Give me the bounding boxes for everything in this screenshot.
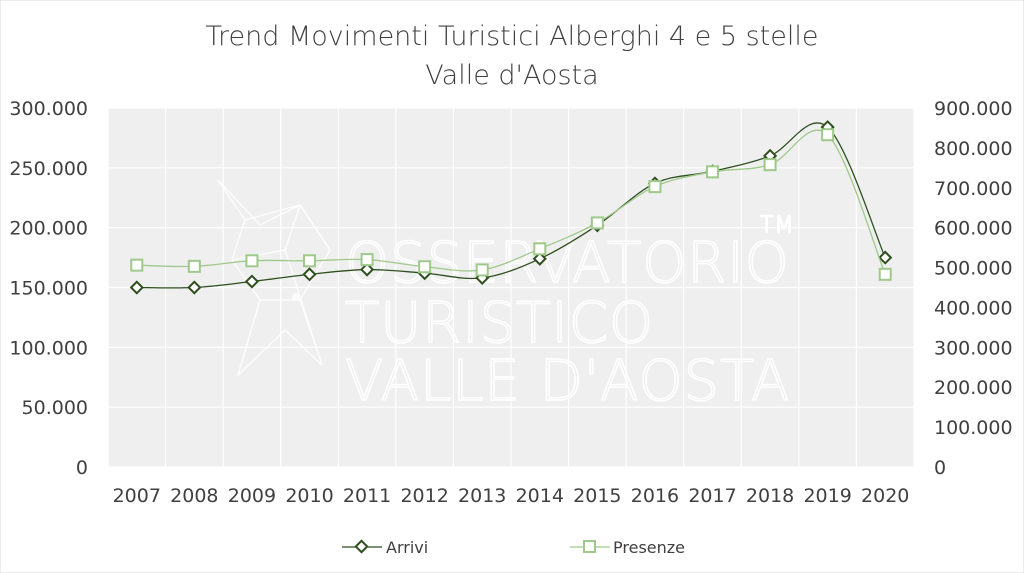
legend-item-arrivi: Arrivi — [342, 538, 428, 557]
x-tick-label: 2009 — [228, 485, 276, 507]
y-right-tick-label: 200.000 — [934, 377, 1013, 399]
x-tick-label: 2011 — [343, 485, 391, 507]
x-tick-label: 2019 — [803, 485, 851, 507]
y-right-tick-label: 900.000 — [934, 98, 1013, 120]
y-axis-right: 0 100.000 200.000 300.000 400.000 500.000 600.… — [934, 98, 1013, 479]
x-tick-label: 2020 — [861, 485, 909, 507]
y-left-tick-label: 100.000 — [9, 337, 88, 359]
y-right-tick-label: 800.000 — [934, 138, 1013, 160]
x-tick-label: 2016 — [631, 485, 679, 507]
x-tick-label: 2017 — [688, 485, 736, 507]
data-point-presenze — [821, 128, 835, 142]
y-right-tick-label: 700.000 — [934, 178, 1013, 200]
x-tick-label: 2012 — [400, 485, 448, 507]
x-tick-label: 2013 — [458, 485, 506, 507]
y-left-tick-label: 300.000 — [9, 98, 88, 120]
data-point-presenze — [533, 242, 547, 256]
legend-marker-presenze — [583, 540, 596, 553]
legend-item-presenze: Presenze — [570, 538, 685, 557]
x-tick-label: 2008 — [170, 485, 218, 507]
data-point-presenze — [763, 158, 777, 172]
watermark-logo — [217, 179, 331, 378]
data-point-arrivi — [360, 262, 375, 277]
data-point-presenze — [360, 253, 374, 267]
x-tick-label: 2014 — [516, 485, 564, 507]
data-point-arrivi — [878, 250, 893, 265]
y-right-tick-label: 600.000 — [934, 218, 1013, 240]
chart-title: Trend Movimenti Turistici Alberghi 4 e 5… — [206, 21, 819, 52]
data-point-presenze — [187, 259, 201, 273]
y-right-tick-label: 500.000 — [934, 258, 1013, 280]
data-point-arrivi — [129, 280, 144, 295]
y-left-tick-label: 150.000 — [9, 278, 88, 300]
data-point-presenze — [878, 267, 892, 281]
data-point-presenze — [706, 165, 719, 179]
y-left-tick-label: 200.000 — [9, 218, 88, 240]
y-right-tick-label: 0 — [934, 457, 946, 479]
data-point-presenze — [245, 254, 259, 268]
legend-marker-arrivi — [354, 539, 369, 554]
chart-subtitle: Valle d'Aosta — [425, 60, 598, 91]
watermark-line-2: TURISTICO — [345, 291, 654, 356]
data-point-presenze — [303, 254, 316, 268]
y-axis-left: 0 50.000 100.000 150.000 200.000 250.000 300.0… — [9, 98, 88, 479]
legend: Arrivi Presenze — [342, 538, 685, 557]
y-left-tick-label: 0 — [76, 457, 88, 479]
x-axis: 2007 2008 2009 2010 2011 2012 2013 2014 2015 2016… — [113, 485, 910, 507]
y-left-tick-label: 250.000 — [9, 158, 88, 180]
watermark-line-3: VALLE D'AOSTA — [345, 349, 790, 414]
data-point-presenze — [590, 216, 604, 230]
data-point-arrivi — [302, 267, 317, 282]
watermark-line-1: OSSERVATORIO — [345, 231, 790, 296]
y-right-tick-label: 300.000 — [934, 337, 1013, 359]
legend-label-arrivi: Arrivi — [386, 538, 428, 557]
y-right-tick-label: 400.000 — [934, 297, 1013, 319]
x-tick-label: 2007 — [113, 485, 161, 507]
series-presenze — [130, 128, 892, 281]
data-point-presenze — [130, 258, 144, 272]
x-tick-label: 2010 — [285, 485, 333, 507]
y-right-tick-label: 100.000 — [934, 417, 1013, 439]
data-point-arrivi — [532, 251, 547, 266]
series-layer — [129, 120, 893, 295]
watermark-trademark: TM — [760, 213, 794, 238]
data-point-arrivi — [244, 274, 259, 289]
watermark-text: OSSERVATORIO TURISTICO VALLE D'AOSTA TM — [344, 212, 794, 415]
data-point-presenze — [648, 180, 662, 194]
y-left-tick-label: 50.000 — [22, 397, 88, 419]
x-tick-label: 2018 — [746, 485, 794, 507]
data-point-arrivi — [187, 280, 202, 295]
data-point-presenze — [475, 263, 489, 277]
legend-label-presenze: Presenze — [613, 538, 685, 557]
data-point-presenze — [418, 260, 432, 274]
x-tick-label: 2015 — [573, 485, 621, 507]
